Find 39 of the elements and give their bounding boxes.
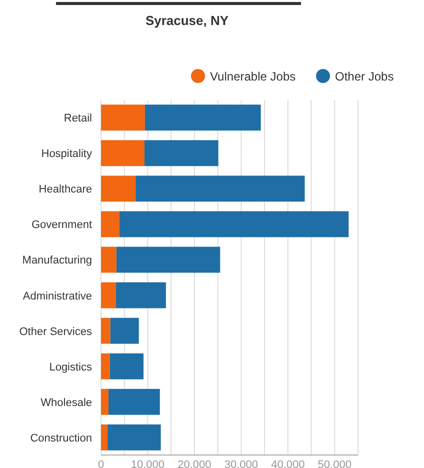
- bar: [116, 246, 220, 273]
- y-tick-label: Construction: [30, 432, 92, 444]
- y-tick-label: Retail: [64, 112, 92, 125]
- legend-label: Vulnerable Jobs: [210, 70, 296, 84]
- bar: [108, 424, 161, 450]
- bar: [101, 424, 108, 450]
- y-tick-label: Other Services: [19, 326, 92, 338]
- x-tick-label: 50.000: [318, 459, 352, 468]
- y-tick-label: Logistics: [49, 361, 92, 374]
- bar: [101, 176, 136, 202]
- bar: [101, 104, 145, 131]
- x-tick-label: 20.000: [178, 459, 212, 468]
- bar: [110, 353, 144, 380]
- x-tick-label: 0: [98, 459, 104, 468]
- bar: [101, 282, 116, 308]
- bar: [110, 318, 139, 344]
- bar: [144, 140, 218, 166]
- y-tick-label: Manufacturing: [22, 254, 92, 267]
- x-tick-label: 30.000: [224, 459, 258, 468]
- x-tick-label: 10.000: [130, 459, 165, 468]
- bar: [116, 282, 166, 308]
- y-tick-label: Government: [31, 219, 92, 232]
- bar: [101, 246, 116, 273]
- y-tick-label: Healthcare: [38, 184, 92, 196]
- bar: [101, 140, 144, 166]
- bar: [136, 176, 305, 202]
- chart-title: Syracuse, NY: [145, 13, 229, 28]
- bar: [119, 211, 349, 238]
- bar: [101, 211, 120, 238]
- bar: [101, 318, 110, 344]
- bar: [144, 104, 261, 131]
- bar: [108, 388, 160, 415]
- bar: [101, 388, 108, 415]
- legend-label: Other Jobs: [335, 70, 394, 84]
- x-tick-label: 40.000: [271, 459, 305, 468]
- y-tick-label: Hospitality: [41, 148, 92, 160]
- y-tick-label: Administrative: [22, 290, 92, 302]
- bar: [101, 353, 110, 380]
- y-tick-label: Wholesale: [40, 396, 92, 409]
